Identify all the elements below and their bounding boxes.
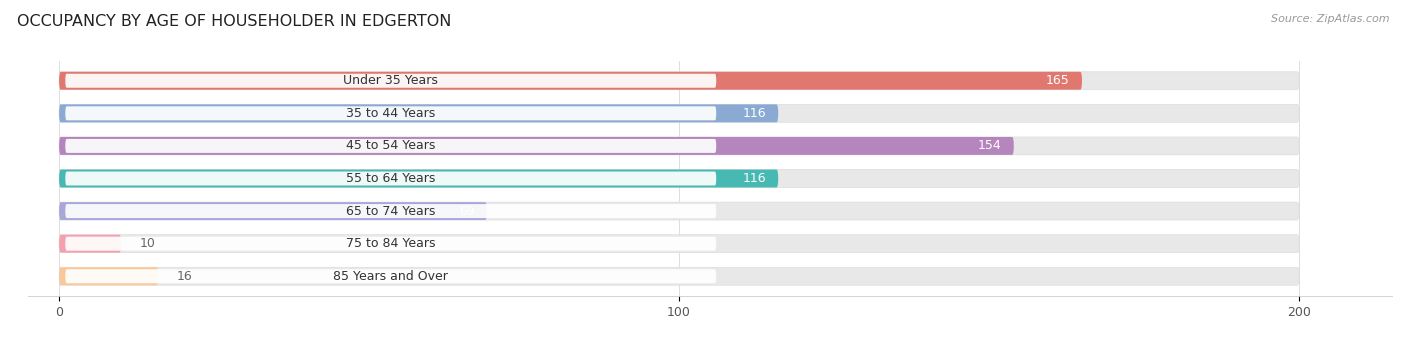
Text: Under 35 Years: Under 35 Years bbox=[343, 74, 439, 87]
FancyBboxPatch shape bbox=[59, 170, 779, 187]
Text: 10: 10 bbox=[139, 237, 156, 250]
Text: Source: ZipAtlas.com: Source: ZipAtlas.com bbox=[1271, 14, 1389, 23]
FancyBboxPatch shape bbox=[65, 171, 716, 186]
Text: 35 to 44 Years: 35 to 44 Years bbox=[346, 107, 436, 120]
Text: 75 to 84 Years: 75 to 84 Years bbox=[346, 237, 436, 250]
FancyBboxPatch shape bbox=[59, 267, 159, 285]
FancyBboxPatch shape bbox=[65, 237, 716, 251]
Text: 165: 165 bbox=[1046, 74, 1070, 87]
FancyBboxPatch shape bbox=[65, 74, 716, 88]
FancyBboxPatch shape bbox=[59, 267, 1299, 285]
FancyBboxPatch shape bbox=[65, 204, 716, 218]
FancyBboxPatch shape bbox=[59, 72, 1299, 90]
FancyBboxPatch shape bbox=[59, 137, 1299, 155]
Text: 85 Years and Over: 85 Years and Over bbox=[333, 270, 449, 283]
FancyBboxPatch shape bbox=[59, 170, 1299, 187]
FancyBboxPatch shape bbox=[59, 72, 1083, 90]
Text: 55 to 64 Years: 55 to 64 Years bbox=[346, 172, 436, 185]
FancyBboxPatch shape bbox=[59, 202, 486, 220]
FancyBboxPatch shape bbox=[59, 104, 779, 122]
FancyBboxPatch shape bbox=[65, 139, 716, 153]
Text: 65 to 74 Years: 65 to 74 Years bbox=[346, 205, 436, 218]
FancyBboxPatch shape bbox=[59, 137, 1014, 155]
Text: 116: 116 bbox=[742, 172, 766, 185]
FancyBboxPatch shape bbox=[59, 235, 121, 253]
Text: 154: 154 bbox=[977, 139, 1001, 152]
Text: 45 to 54 Years: 45 to 54 Years bbox=[346, 139, 436, 152]
Text: 116: 116 bbox=[742, 107, 766, 120]
FancyBboxPatch shape bbox=[59, 202, 1299, 220]
Text: 16: 16 bbox=[177, 270, 193, 283]
Text: 69: 69 bbox=[458, 205, 474, 218]
FancyBboxPatch shape bbox=[65, 106, 716, 120]
FancyBboxPatch shape bbox=[65, 269, 716, 283]
Text: OCCUPANCY BY AGE OF HOUSEHOLDER IN EDGERTON: OCCUPANCY BY AGE OF HOUSEHOLDER IN EDGER… bbox=[17, 14, 451, 29]
FancyBboxPatch shape bbox=[59, 235, 1299, 253]
FancyBboxPatch shape bbox=[59, 104, 1299, 122]
